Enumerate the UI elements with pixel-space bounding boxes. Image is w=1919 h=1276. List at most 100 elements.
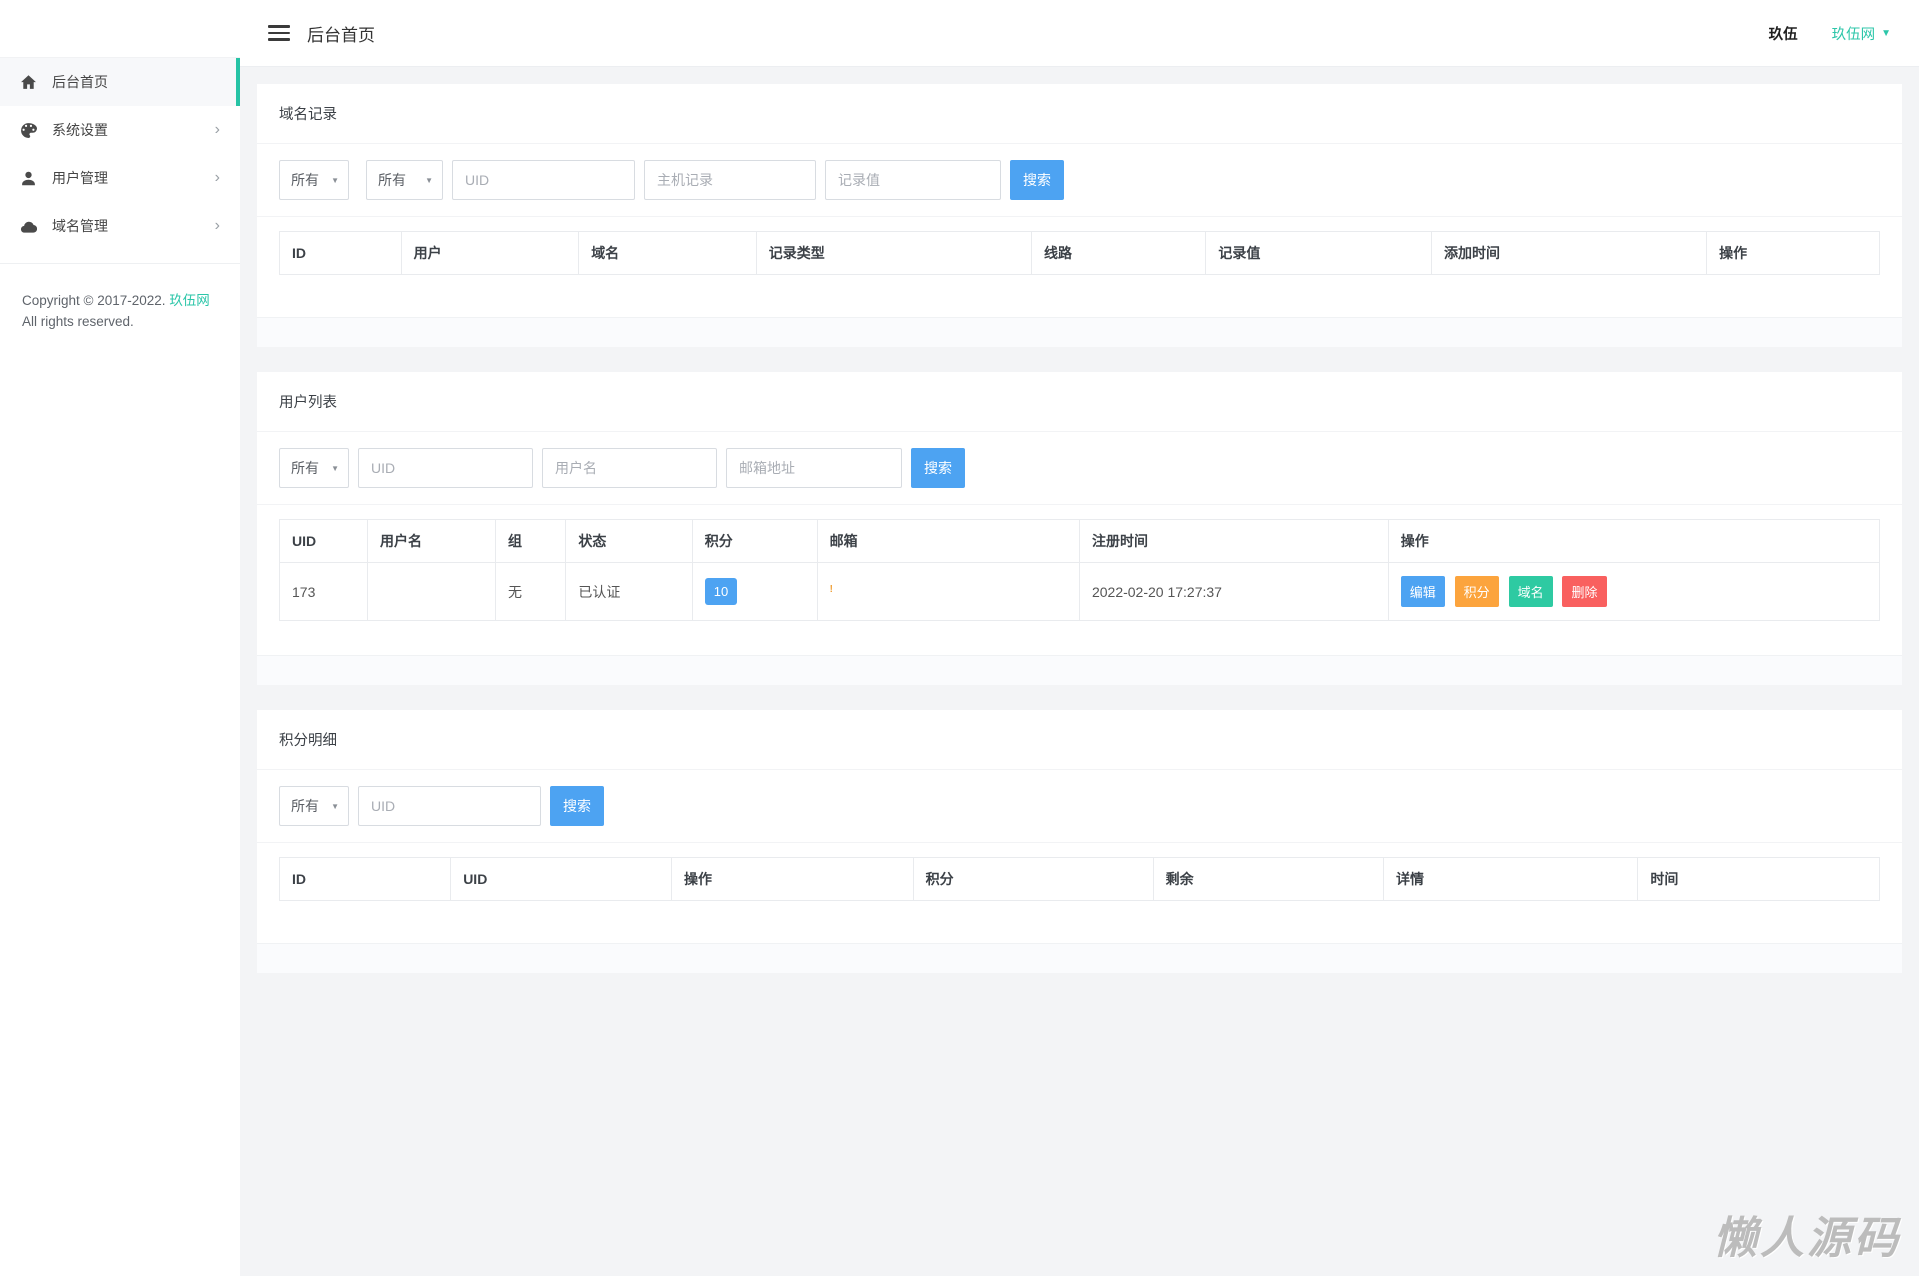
domain-uid-input[interactable]: [452, 160, 635, 200]
sidebar-item-label: 系统设置: [52, 122, 108, 138]
col-status: 状态: [565, 519, 693, 563]
col-points: 积分: [691, 519, 818, 563]
sidebar-item-label: 后台首页: [52, 74, 108, 90]
cell-points: 10: [691, 562, 818, 621]
cell-group: 无: [494, 562, 567, 621]
sidebar-item-label: 用户管理: [52, 170, 108, 186]
panel-footer: [257, 317, 1902, 347]
palette-icon: [20, 122, 37, 139]
col-uid: UID: [450, 857, 672, 901]
col-id: ID: [278, 857, 452, 901]
page-title: 后台首页: [307, 25, 375, 45]
panel-title: 域名记录: [257, 84, 1902, 144]
watermark-text: 懒人源码: [1713, 1214, 1901, 1263]
panel-title: 积分明细: [257, 710, 1902, 770]
col-record-value: 记录值: [1205, 231, 1432, 275]
col-remaining: 剩余: [1152, 857, 1384, 901]
col-group: 组: [494, 519, 567, 563]
domain-filter-select-1[interactable]: 所有 ▼: [279, 160, 349, 200]
cell-uid: 173: [279, 562, 368, 621]
user-search-button[interactable]: 搜索: [911, 448, 965, 488]
cell-email: !: [816, 562, 1080, 621]
domain-filter-select-2[interactable]: 所有 ▼: [366, 160, 443, 200]
cell-status: 已认证: [565, 562, 693, 621]
col-operation: 操作: [670, 857, 914, 901]
user-filter-select[interactable]: 所有 ▼: [279, 448, 349, 488]
sidebar-item-domain-management[interactable]: 域名管理 ›: [0, 202, 240, 250]
panel-footer: [257, 655, 1902, 685]
sidebar-item-label: 域名管理: [52, 218, 108, 234]
domain-records-filters: 所有 ▼ 所有 ▼ 搜索: [257, 144, 1902, 217]
chevron-right-icon: ›: [214, 169, 220, 186]
col-time: 时间: [1637, 857, 1880, 901]
panel-domain-records: 域名记录 所有 ▼ 所有 ▼ 搜索 I: [257, 84, 1902, 347]
col-details: 详情: [1382, 857, 1639, 901]
caret-down-icon: ▼: [425, 175, 433, 185]
header-site-label: 玖伍网: [1831, 26, 1876, 43]
panel-title: 用户列表: [257, 372, 1902, 432]
points-badge: 10: [704, 578, 738, 605]
copyright-line2: All rights reserved.: [22, 313, 134, 329]
domain-button[interactable]: 域名: [1508, 576, 1553, 607]
user-email-input[interactable]: [726, 448, 902, 488]
points-detail-filters: 所有 ▼ 搜索: [257, 770, 1902, 843]
domain-records-table: ID 用户 域名 记录类型 线路 记录值 添加时间 操作: [279, 231, 1880, 275]
caret-down-icon: ▼: [331, 463, 339, 473]
col-reg-time: 注册时间: [1078, 519, 1389, 563]
domain-host-input[interactable]: [644, 160, 816, 200]
sidebar-item-dashboard[interactable]: 后台首页: [0, 58, 240, 106]
col-username: 用户名: [367, 519, 496, 563]
hamburger-menu-icon[interactable]: [268, 21, 290, 45]
sidebar-divider: [0, 263, 240, 264]
header-username[interactable]: 玖伍: [1768, 26, 1798, 43]
col-line: 线路: [1030, 231, 1207, 275]
col-actions: 操作: [1706, 231, 1880, 275]
col-uid: UID: [279, 519, 368, 563]
points-filter-select[interactable]: 所有 ▼: [279, 786, 349, 826]
panel-points-detail: 积分明细 所有 ▼ 搜索 ID UID 操作 积分: [257, 710, 1902, 973]
table-header-row: ID 用户 域名 记录类型 线路 记录值 添加时间 操作: [279, 231, 1880, 275]
chevron-right-icon: ›: [214, 217, 220, 234]
email-warning-mark: !: [829, 583, 833, 595]
points-detail-table-wrap: ID UID 操作 积分 剩余 详情 时间: [257, 843, 1902, 943]
cell-username: [367, 562, 496, 621]
header-right: 玖伍 玖伍网 ▼: [1769, 23, 1891, 44]
delete-button[interactable]: 删除: [1562, 576, 1607, 607]
col-email: 邮箱: [816, 519, 1080, 563]
copyright-site-link[interactable]: 玖伍网: [169, 293, 210, 308]
points-button[interactable]: 积分: [1454, 576, 1499, 607]
copyright-line1: Copyright © 2017-2022.: [22, 293, 166, 308]
col-actions: 操作: [1387, 519, 1881, 563]
points-detail-table: ID UID 操作 积分 剩余 详情 时间: [278, 857, 1880, 901]
caret-down-icon: ▼: [331, 801, 339, 811]
sidebar: 后台首页 系统设置 › 用户管理 › 域名管理 › Copyright © 20…: [0, 0, 240, 1276]
top-header: 后台首页 玖伍 玖伍网 ▼: [240, 0, 1919, 67]
user-list-table: UID 用户名 组 状态 积分 邮箱 注册时间 操作 173 无: [279, 519, 1881, 621]
header-site-dropdown[interactable]: 玖伍网 ▼: [1832, 23, 1891, 44]
col-points: 积分: [912, 857, 1154, 901]
edit-button[interactable]: 编辑: [1400, 576, 1445, 607]
points-search-button[interactable]: 搜索: [550, 786, 604, 826]
table-header-row: UID 用户名 组 状态 积分 邮箱 注册时间 操作: [279, 519, 1881, 563]
table-row: 173 无 已认证 10 ! 2022-02-20 17:27:37 编辑: [279, 562, 1881, 621]
domain-search-button[interactable]: 搜索: [1010, 160, 1064, 200]
user-username-input[interactable]: [542, 448, 717, 488]
cloud-icon: [20, 218, 37, 235]
domain-value-input[interactable]: [825, 160, 1001, 200]
user-uid-input[interactable]: [358, 448, 533, 488]
points-uid-input[interactable]: [358, 786, 541, 826]
caret-down-icon: ▼: [331, 175, 339, 185]
home-icon: [20, 74, 37, 91]
sidebar-item-user-management[interactable]: 用户管理 ›: [0, 154, 240, 202]
sidebar-item-system-settings[interactable]: 系统设置 ›: [0, 106, 240, 154]
panel-footer: [257, 943, 1902, 973]
user-list-table-wrap: UID 用户名 组 状态 积分 邮箱 注册时间 操作 173 无: [257, 505, 1902, 655]
col-record-type: 记录类型: [755, 231, 1032, 275]
main-content: 域名记录 所有 ▼ 所有 ▼ 搜索 I: [240, 67, 1919, 1276]
panel-user-list: 用户列表 所有 ▼ 搜索 UID 用户名 组: [257, 372, 1902, 685]
table-header-row: ID UID 操作 积分 剩余 详情 时间: [278, 857, 1880, 901]
col-add-time: 添加时间: [1430, 231, 1708, 275]
caret-down-icon: ▼: [1881, 27, 1891, 39]
sidebar-copyright: Copyright © 2017-2022. 玖伍网 All rights re…: [0, 264, 240, 360]
sidebar-menu: 后台首页 系统设置 › 用户管理 › 域名管理 ›: [0, 57, 240, 250]
